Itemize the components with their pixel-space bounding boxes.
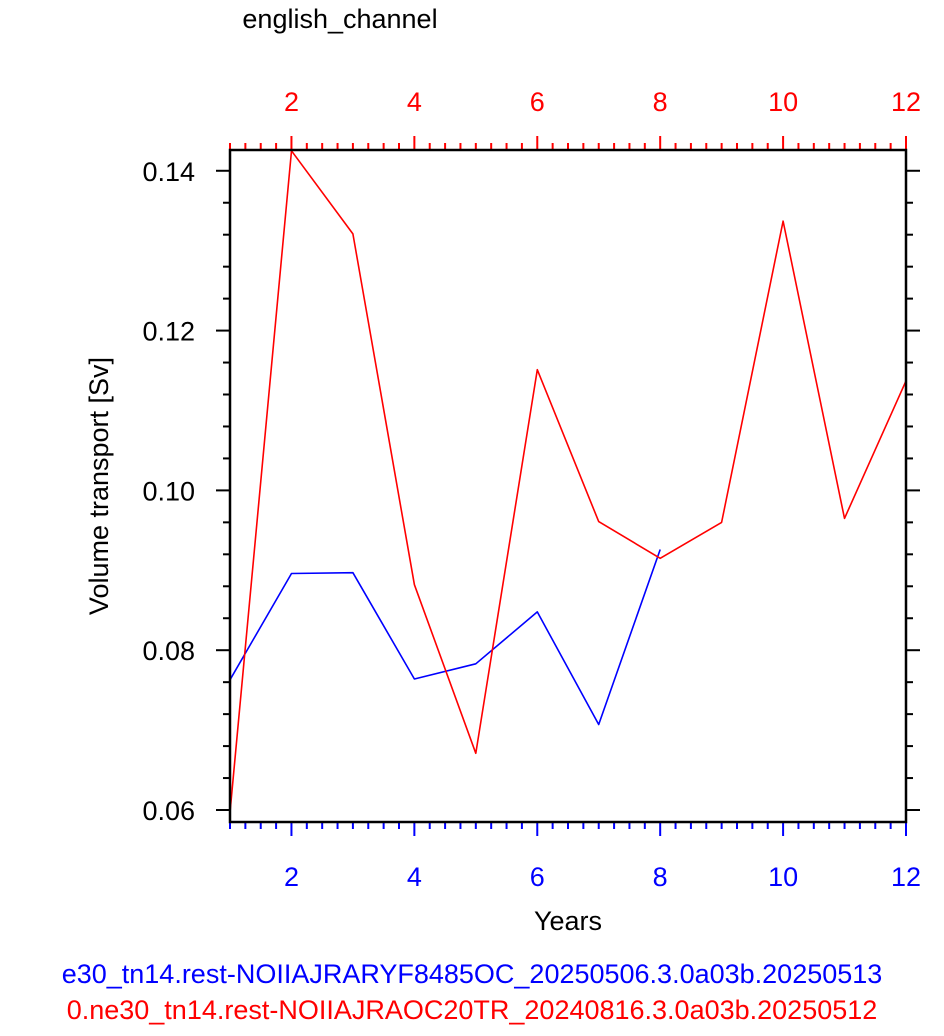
y-tick-label: 0.08 [142, 636, 195, 666]
series-lines [229, 150, 907, 813]
y-tick-label: 0.10 [142, 476, 195, 506]
plot-frame [228, 148, 908, 824]
x-tick-label-bottom: 6 [530, 862, 545, 892]
x-tick-label-top: 2 [284, 87, 299, 117]
legend-caption-blue: e30_tn14.rest-NOIIAJRARYF8485OC_20250506… [61, 959, 883, 989]
x-tick-label-bottom: 10 [768, 862, 798, 892]
y-tick-label: 0.06 [142, 796, 195, 826]
x-tick-label-top: 12 [891, 87, 921, 117]
x-axis-label: Years [534, 906, 602, 936]
y-axis-label: Volume transport [Sv] [84, 357, 114, 615]
legend-caption-red: 0.ne30_tn14.rest-NOIIAJRAOC20TR_20240816… [66, 995, 878, 1025]
x-tick-label-top: 4 [407, 87, 422, 117]
x-tick-label-top: 10 [768, 87, 798, 117]
series-line-blue [229, 549, 661, 726]
x-tick-label-top: 8 [653, 87, 668, 117]
x-tick-label-bottom: 12 [891, 862, 921, 892]
y-tick-label: 0.12 [142, 317, 195, 347]
x-tick-label-bottom: 4 [407, 862, 422, 892]
x-tick-label-bottom: 8 [653, 862, 668, 892]
x-tick-label-top: 6 [530, 87, 545, 117]
series-line-red [229, 150, 907, 813]
chart-title: english_channel [242, 4, 437, 34]
x-tick-label-bottom: 2 [284, 862, 299, 892]
y-tick-label: 0.14 [142, 157, 195, 187]
